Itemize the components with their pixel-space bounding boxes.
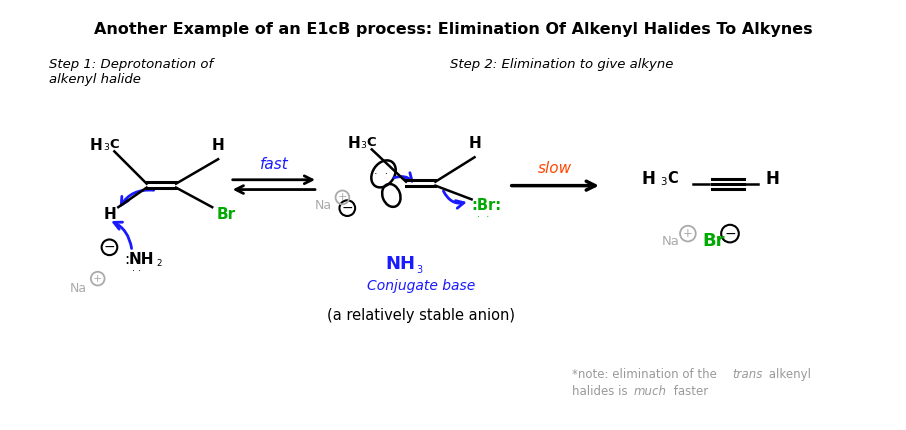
FancyArrowPatch shape [394, 173, 412, 181]
Text: +: + [338, 192, 347, 203]
Text: H: H [104, 208, 117, 222]
FancyArrowPatch shape [443, 191, 464, 208]
Text: NH: NH [129, 252, 155, 267]
Text: $_3$C: $_3$C [360, 136, 377, 151]
Text: $_3$C: $_3$C [660, 169, 680, 188]
Text: Na: Na [314, 199, 332, 212]
Text: :: : [124, 252, 129, 267]
Text: faster: faster [670, 385, 708, 398]
FancyArrowPatch shape [114, 222, 131, 249]
Text: halides is: halides is [573, 385, 631, 398]
Text: Na: Na [70, 282, 87, 295]
Text: −: − [724, 227, 736, 241]
Text: H: H [90, 138, 102, 153]
Text: slow: slow [538, 160, 573, 175]
Text: Na: Na [661, 235, 680, 248]
Text: Conjugate base: Conjugate base [367, 280, 475, 293]
Text: +: + [683, 227, 693, 240]
Text: :Br:: :Br: [472, 198, 502, 213]
Text: · ·: · · [132, 266, 141, 276]
Text: H: H [766, 170, 779, 188]
Text: ·  ·: · · [477, 212, 489, 222]
Text: H: H [641, 170, 656, 188]
Text: (a relatively stable anion): (a relatively stable anion) [327, 308, 515, 323]
Text: alkenyl: alkenyl [766, 368, 811, 381]
Text: fast: fast [259, 157, 288, 172]
Text: $_3$: $_3$ [416, 262, 423, 276]
Text: trans: trans [732, 368, 762, 381]
Text: −: − [103, 240, 115, 254]
FancyArrowPatch shape [121, 190, 154, 205]
Text: Another Example of an E1cB process: Elimination Of Alkenyl Halides To Alkynes: Another Example of an E1cB process: Elim… [93, 22, 813, 37]
Text: Br: Br [217, 208, 236, 222]
Text: Step 1: Deprotonation of
alkenyl halide: Step 1: Deprotonation of alkenyl halide [49, 58, 213, 86]
Text: H: H [347, 136, 360, 151]
Text: Br: Br [702, 233, 725, 250]
Text: H: H [468, 136, 481, 151]
Text: $_3$C: $_3$C [102, 138, 120, 153]
Text: −: − [342, 201, 353, 215]
Text: *note: elimination of the: *note: elimination of the [573, 368, 721, 381]
Text: +: + [93, 273, 102, 284]
Text: $_2$: $_2$ [157, 256, 163, 270]
Text: ·  ·: · · [374, 169, 389, 179]
Text: much: much [634, 385, 667, 398]
Text: Step 2: Elimination to give alkyne: Step 2: Elimination to give alkyne [450, 58, 673, 71]
Text: NH: NH [386, 255, 416, 273]
Text: H: H [212, 138, 225, 153]
